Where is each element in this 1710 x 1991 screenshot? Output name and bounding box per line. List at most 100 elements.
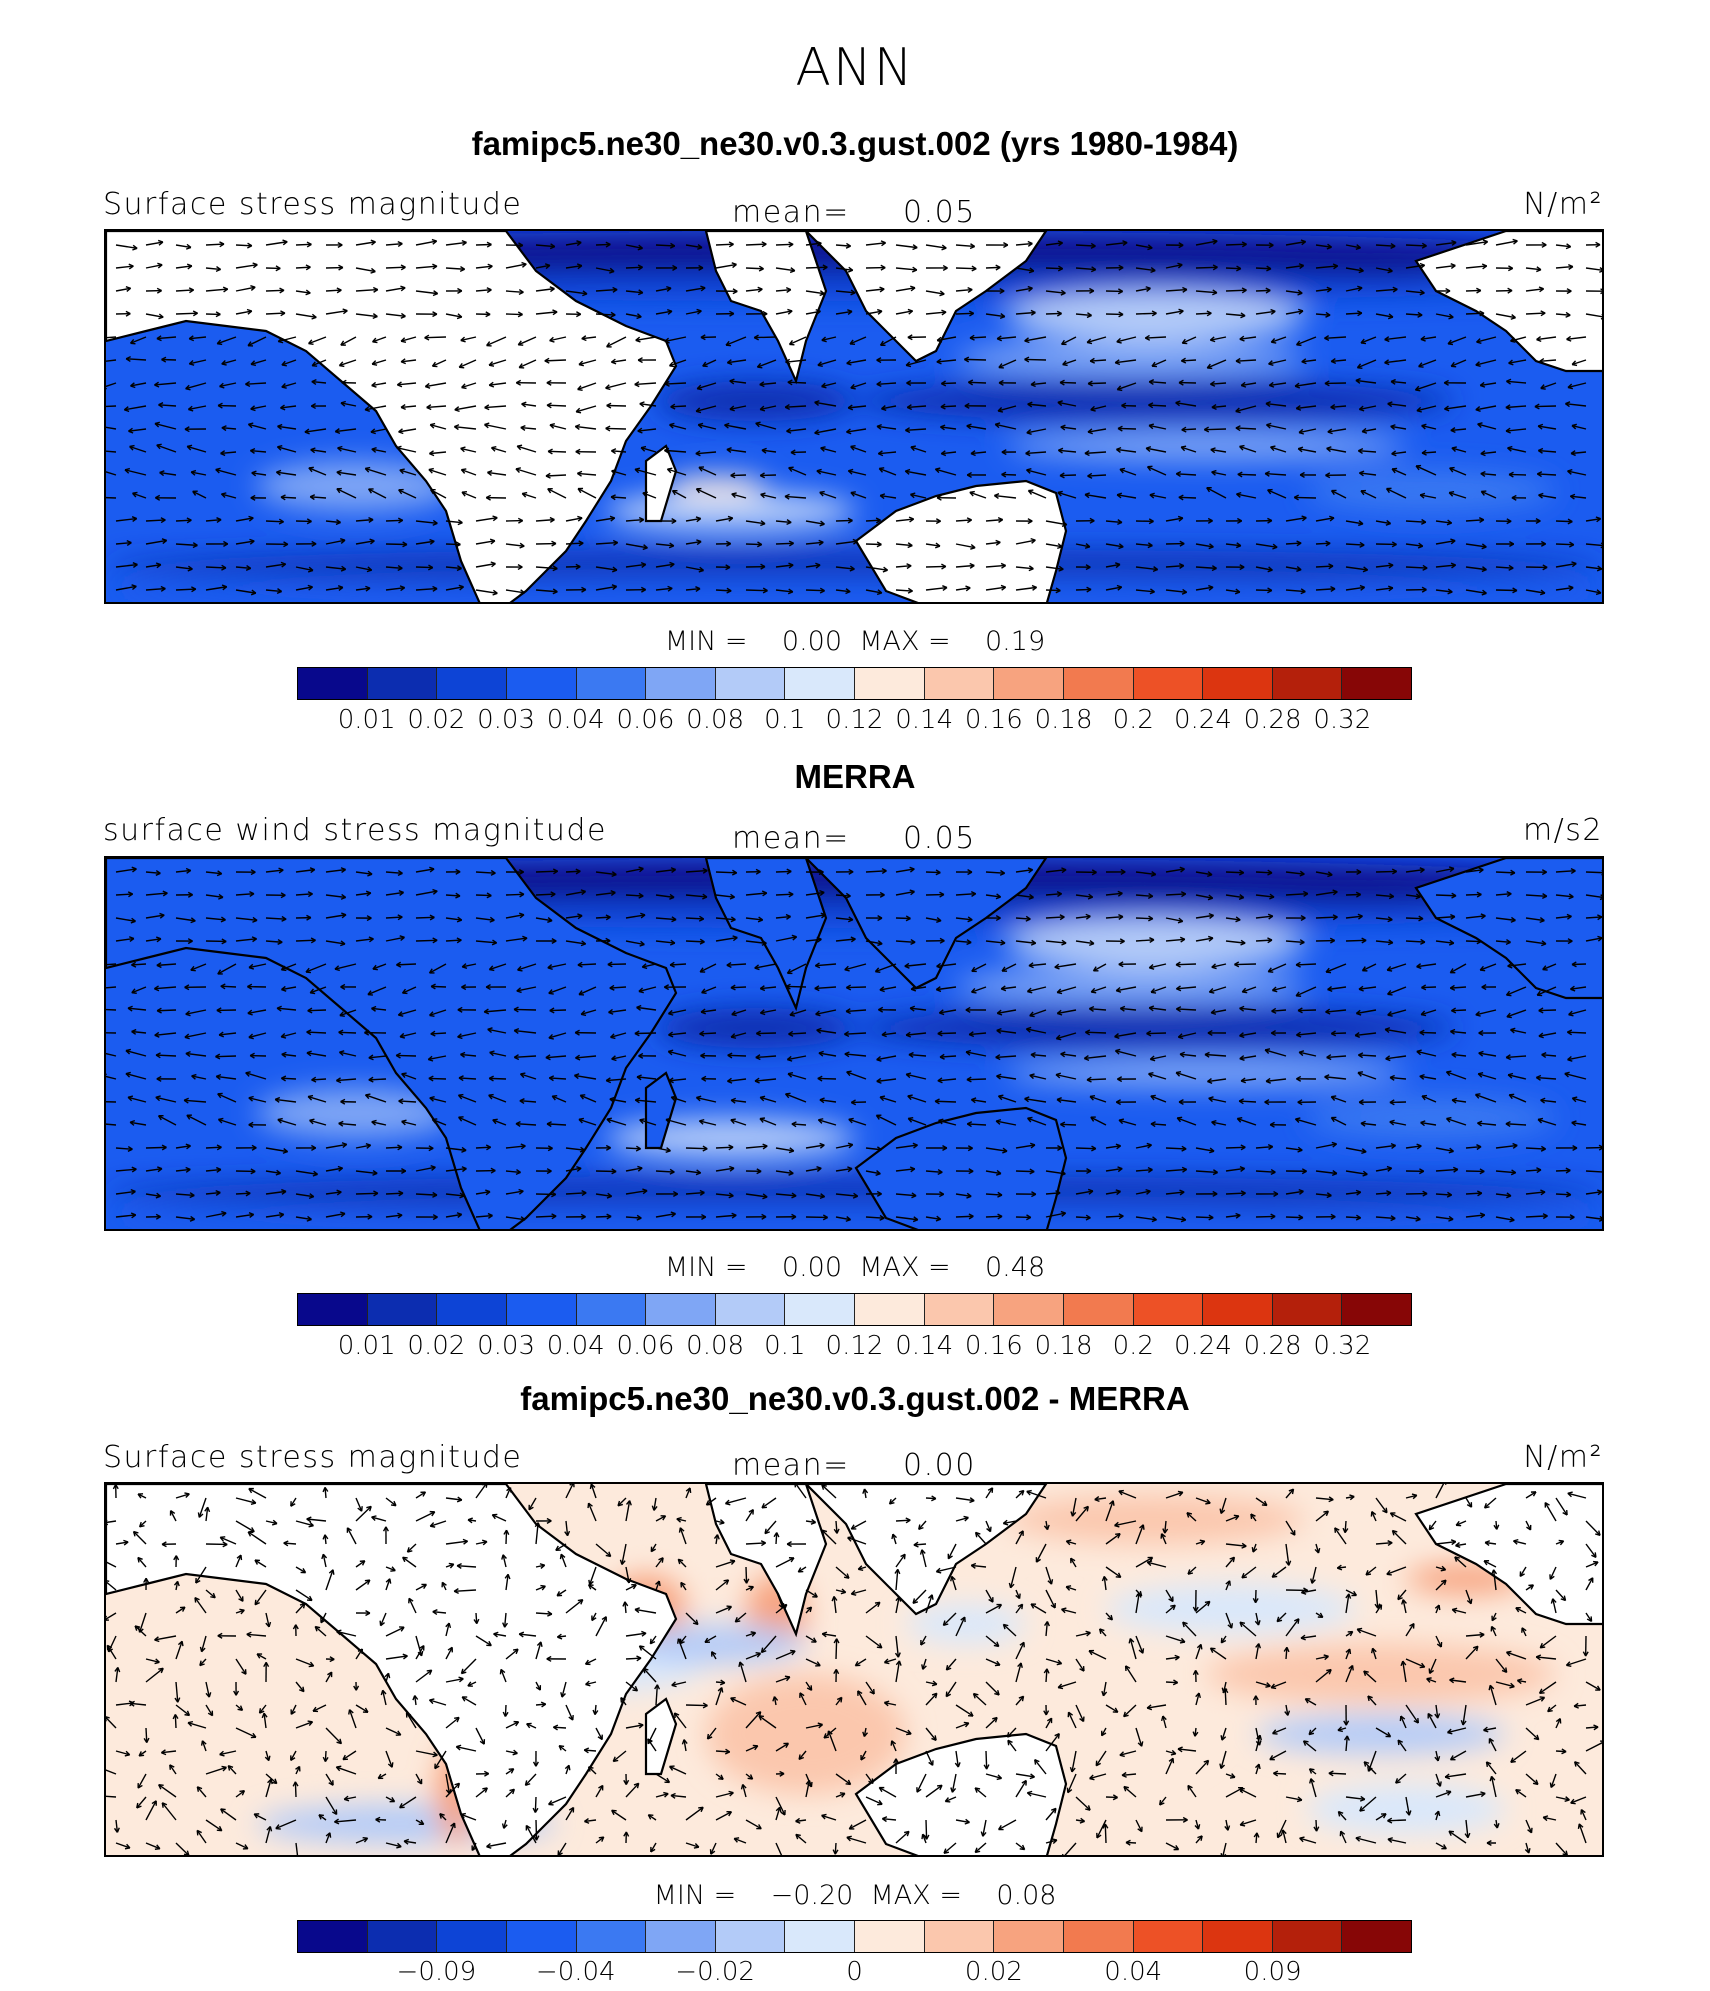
colorbar-swatch	[1203, 1921, 1273, 1952]
colorbar-swatch	[855, 1921, 925, 1952]
colorbar-swatch	[1342, 668, 1411, 699]
colorbar-swatch	[785, 1294, 855, 1325]
colorbar-swatch	[368, 1921, 438, 1952]
colorbar-swatch	[298, 1921, 368, 1952]
panel1-max-value: 0.19	[985, 626, 1045, 657]
colorbar-tick-label: 0.06	[616, 705, 674, 735]
colorbar-swatch	[646, 1921, 716, 1952]
colorbar-tick-label: 0.2	[1113, 1331, 1154, 1361]
colorbar-swatch	[1203, 1294, 1273, 1325]
panel2-minmax: MIN = 0.00 MAX = 0.48	[0, 1252, 1710, 1283]
colorbar-tick-label: 0.08	[686, 705, 744, 735]
panel2-mean-value: 0.05	[903, 821, 976, 856]
colorbar-swatch	[716, 1921, 786, 1952]
colorbar-tick-label: 0.04	[1104, 1957, 1162, 1987]
colorbar-tick-label: −0.09	[397, 1957, 477, 1987]
panel2-map	[104, 856, 1604, 1231]
colorbar-tick-label: −0.02	[675, 1957, 755, 1987]
season-title: ANN	[0, 38, 1710, 98]
colorbar-tick-label: 0.03	[477, 1331, 535, 1361]
colorbar-swatch	[994, 1294, 1064, 1325]
panel1-map	[104, 229, 1604, 604]
panel2-max-label: MAX =	[859, 1252, 950, 1283]
panel3-min-label: MIN =	[654, 1880, 737, 1911]
colorbar-tick-label: 0.02	[965, 1957, 1023, 1987]
colorbar-tick-label: 0.32	[1313, 705, 1371, 735]
panel1-variable-label: Surface stress magnitude	[103, 187, 522, 222]
panel1-min-value: 0.00	[782, 626, 842, 657]
colorbar-tick-label: 0.14	[895, 1331, 953, 1361]
colorbar-tick-label: 0.18	[1035, 1331, 1093, 1361]
colorbar-tick-label: 0.06	[616, 1331, 674, 1361]
colorbar-swatch	[577, 1921, 647, 1952]
colorbar-tick-label: 0.28	[1244, 1331, 1302, 1361]
colorbar-tick-label: 0.01	[338, 1331, 396, 1361]
colorbar-tick-label: 0.32	[1313, 1331, 1371, 1361]
colorbar-swatch	[298, 668, 368, 699]
panel3-max-value: 0.08	[996, 1880, 1056, 1911]
panel3-min-value: −0.20	[771, 1880, 854, 1911]
colorbar-swatch	[855, 668, 925, 699]
map-canvas	[106, 1484, 1604, 1857]
colorbar-swatch	[437, 1294, 507, 1325]
colorbar-tick-label: 0.04	[547, 1331, 605, 1361]
colorbar-tick-label: 0.24	[1174, 1331, 1232, 1361]
colorbar-swatch	[994, 668, 1064, 699]
colorbar-swatch	[1134, 668, 1204, 699]
colorbar-tick-label: 0.2	[1113, 705, 1154, 735]
panel3-max-label: MAX =	[871, 1880, 962, 1911]
colorbar-tick-label: 0.01	[338, 705, 396, 735]
colorbar-swatch	[1134, 1294, 1204, 1325]
colorbar-swatch	[298, 1294, 368, 1325]
panel1-title: famipc5.ne30_ne30.v0.3.gust.002 (yrs 198…	[0, 125, 1710, 163]
panel2-mean-label: mean=	[732, 821, 850, 856]
colorbar-swatch	[1064, 1294, 1134, 1325]
colorbar-swatch	[855, 1294, 925, 1325]
panel1-max-label: MAX =	[859, 626, 950, 657]
panel3-colorbar	[297, 1920, 1412, 1953]
panel2-min-value: 0.00	[782, 1252, 842, 1283]
colorbar-tick-label: 0.02	[407, 1331, 465, 1361]
colorbar-swatch	[1342, 1921, 1411, 1952]
colorbar-tick-label: 0.04	[547, 705, 605, 735]
colorbar-tick-label: 0.03	[477, 705, 535, 735]
colorbar-swatch	[507, 668, 577, 699]
colorbar-swatch	[925, 668, 995, 699]
panel1-mean-value: 0.05	[903, 195, 976, 230]
colorbar-swatch	[1134, 1921, 1204, 1952]
colorbar-swatch	[785, 1921, 855, 1952]
colorbar-swatch	[1342, 1294, 1411, 1325]
colorbar-swatch	[646, 668, 716, 699]
colorbar-tick-label: 0.08	[686, 1331, 744, 1361]
colorbar-swatch	[994, 1921, 1064, 1952]
panel1-min-label: MIN =	[665, 626, 748, 657]
colorbar-tick-label: 0.12	[826, 1331, 884, 1361]
colorbar-tick-label: 0.1	[764, 705, 805, 735]
panel3-mean-label: mean=	[732, 1448, 850, 1483]
colorbar-swatch	[716, 668, 786, 699]
panel3-map	[104, 1482, 1604, 1857]
colorbar-swatch	[1064, 1921, 1134, 1952]
panel2-colorbar	[297, 1293, 1412, 1326]
colorbar-tick-label: 0	[846, 1957, 863, 1987]
colorbar-tick-label: 0.18	[1035, 705, 1093, 735]
colorbar-tick-label: −0.04	[536, 1957, 616, 1987]
colorbar-swatch	[507, 1294, 577, 1325]
colorbar-swatch	[1273, 1294, 1343, 1325]
colorbar-tick-label: 0.1	[764, 1331, 805, 1361]
panel2-title: MERRA	[0, 758, 1710, 796]
panel1-colorbar	[297, 667, 1412, 700]
colorbar-tick-label: 0.02	[407, 705, 465, 735]
panel3-minmax: MIN = −0.20 MAX = 0.08	[0, 1880, 1710, 1911]
colorbar-swatch	[1203, 668, 1273, 699]
panel1-minmax: MIN = 0.00 MAX = 0.19	[0, 626, 1710, 657]
colorbar-swatch	[785, 668, 855, 699]
colorbar-swatch	[437, 668, 507, 699]
colorbar-tick-label: 0.28	[1244, 705, 1302, 735]
colorbar-swatch	[368, 668, 438, 699]
panel3-mean-value: 0.00	[903, 1448, 976, 1483]
panel2-max-value: 0.48	[985, 1252, 1045, 1283]
